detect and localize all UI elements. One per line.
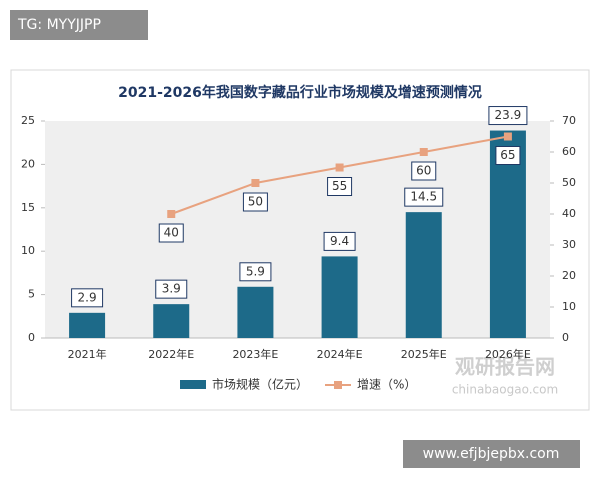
- bar-value-label: 9.4: [330, 234, 349, 248]
- x-tick-label: 2022年E: [148, 347, 194, 361]
- bar: [405, 212, 442, 338]
- bar-value-label-box: [71, 288, 104, 308]
- y2-tick-label: 30: [562, 238, 576, 251]
- x-tick-label: 2024年E: [317, 347, 363, 361]
- bar-value-label: 2.9: [78, 290, 97, 304]
- bar: [237, 286, 274, 338]
- tag-text: TG: MYYJJPP: [17, 17, 101, 33]
- bar-value-label-box: [404, 187, 444, 207]
- line-value-label-box: [158, 223, 184, 243]
- line-value-label: 55: [332, 179, 347, 193]
- bar-value-label: 5.9: [246, 264, 265, 278]
- y-tick-label: 5: [28, 288, 35, 301]
- y-tick-label: 0: [28, 331, 35, 344]
- y2-tick-label: 70: [562, 114, 576, 127]
- bar-value-label-box: [488, 106, 528, 126]
- bar-value-label: 23.9: [495, 108, 522, 122]
- y-tick-label: 20: [21, 157, 35, 170]
- line-value-label: 40: [164, 226, 179, 240]
- bar-value-label-box: [239, 262, 272, 282]
- bar: [153, 304, 190, 338]
- line-value-label: 50: [248, 195, 263, 209]
- line-marker: [167, 210, 176, 218]
- footer-box: [403, 440, 580, 468]
- x-tick-label: 2025年E: [401, 347, 447, 361]
- line-value-label-box: [327, 177, 353, 196]
- chart-title: 2021-2026年我国数字藏品行业市场规模及增速预测情况: [118, 84, 482, 101]
- y2-tick-label: 0: [562, 331, 569, 344]
- y2-tick-label: 50: [562, 176, 576, 189]
- y-tick-label: 10: [21, 244, 35, 257]
- line-marker: [335, 163, 344, 172]
- bar: [321, 256, 358, 338]
- bar-value-label-box: [155, 279, 188, 299]
- legend-label: 市场规模（亿元）: [212, 377, 308, 392]
- tag-box: [10, 10, 148, 40]
- line-value-label-box: [495, 146, 521, 165]
- y-tick-label: 25: [21, 114, 35, 127]
- y-tick-label: 15: [21, 201, 35, 214]
- y2-tick-label: 10: [562, 300, 576, 313]
- line-marker: [419, 148, 428, 156]
- bar-value-label: 14.5: [410, 190, 437, 204]
- line-value-label-box: [411, 161, 437, 181]
- line-marker: [251, 179, 260, 187]
- bar: [489, 130, 526, 338]
- watermark-site: chinabaogao.com: [452, 383, 558, 397]
- watermark-name: 观研报告网: [455, 355, 555, 379]
- y2-tick-label: 20: [562, 269, 576, 282]
- legend-swatch: [180, 380, 206, 389]
- y2-tick-label: 40: [562, 207, 576, 220]
- x-tick-label: 2021年: [68, 347, 107, 361]
- legend-marker: [334, 381, 342, 389]
- line-value-label-box: [242, 192, 268, 212]
- legend-label: 增速（%）: [357, 378, 416, 392]
- y2-tick-label: 60: [562, 145, 576, 158]
- line-value-label: 65: [500, 148, 515, 162]
- bar-value-label-box: [323, 231, 356, 251]
- line-value-label: 60: [416, 164, 431, 178]
- bar: [69, 312, 106, 338]
- chart-frame: [10, 69, 590, 411]
- line-marker: [503, 132, 512, 141]
- footer-text: www.efjbjepbx.com: [423, 446, 560, 462]
- bar-value-label: 3.9: [162, 282, 181, 296]
- plot-area: [45, 121, 550, 338]
- x-tick-label: 2023年E: [232, 347, 278, 361]
- x-tick-label: 2026年E: [485, 347, 531, 361]
